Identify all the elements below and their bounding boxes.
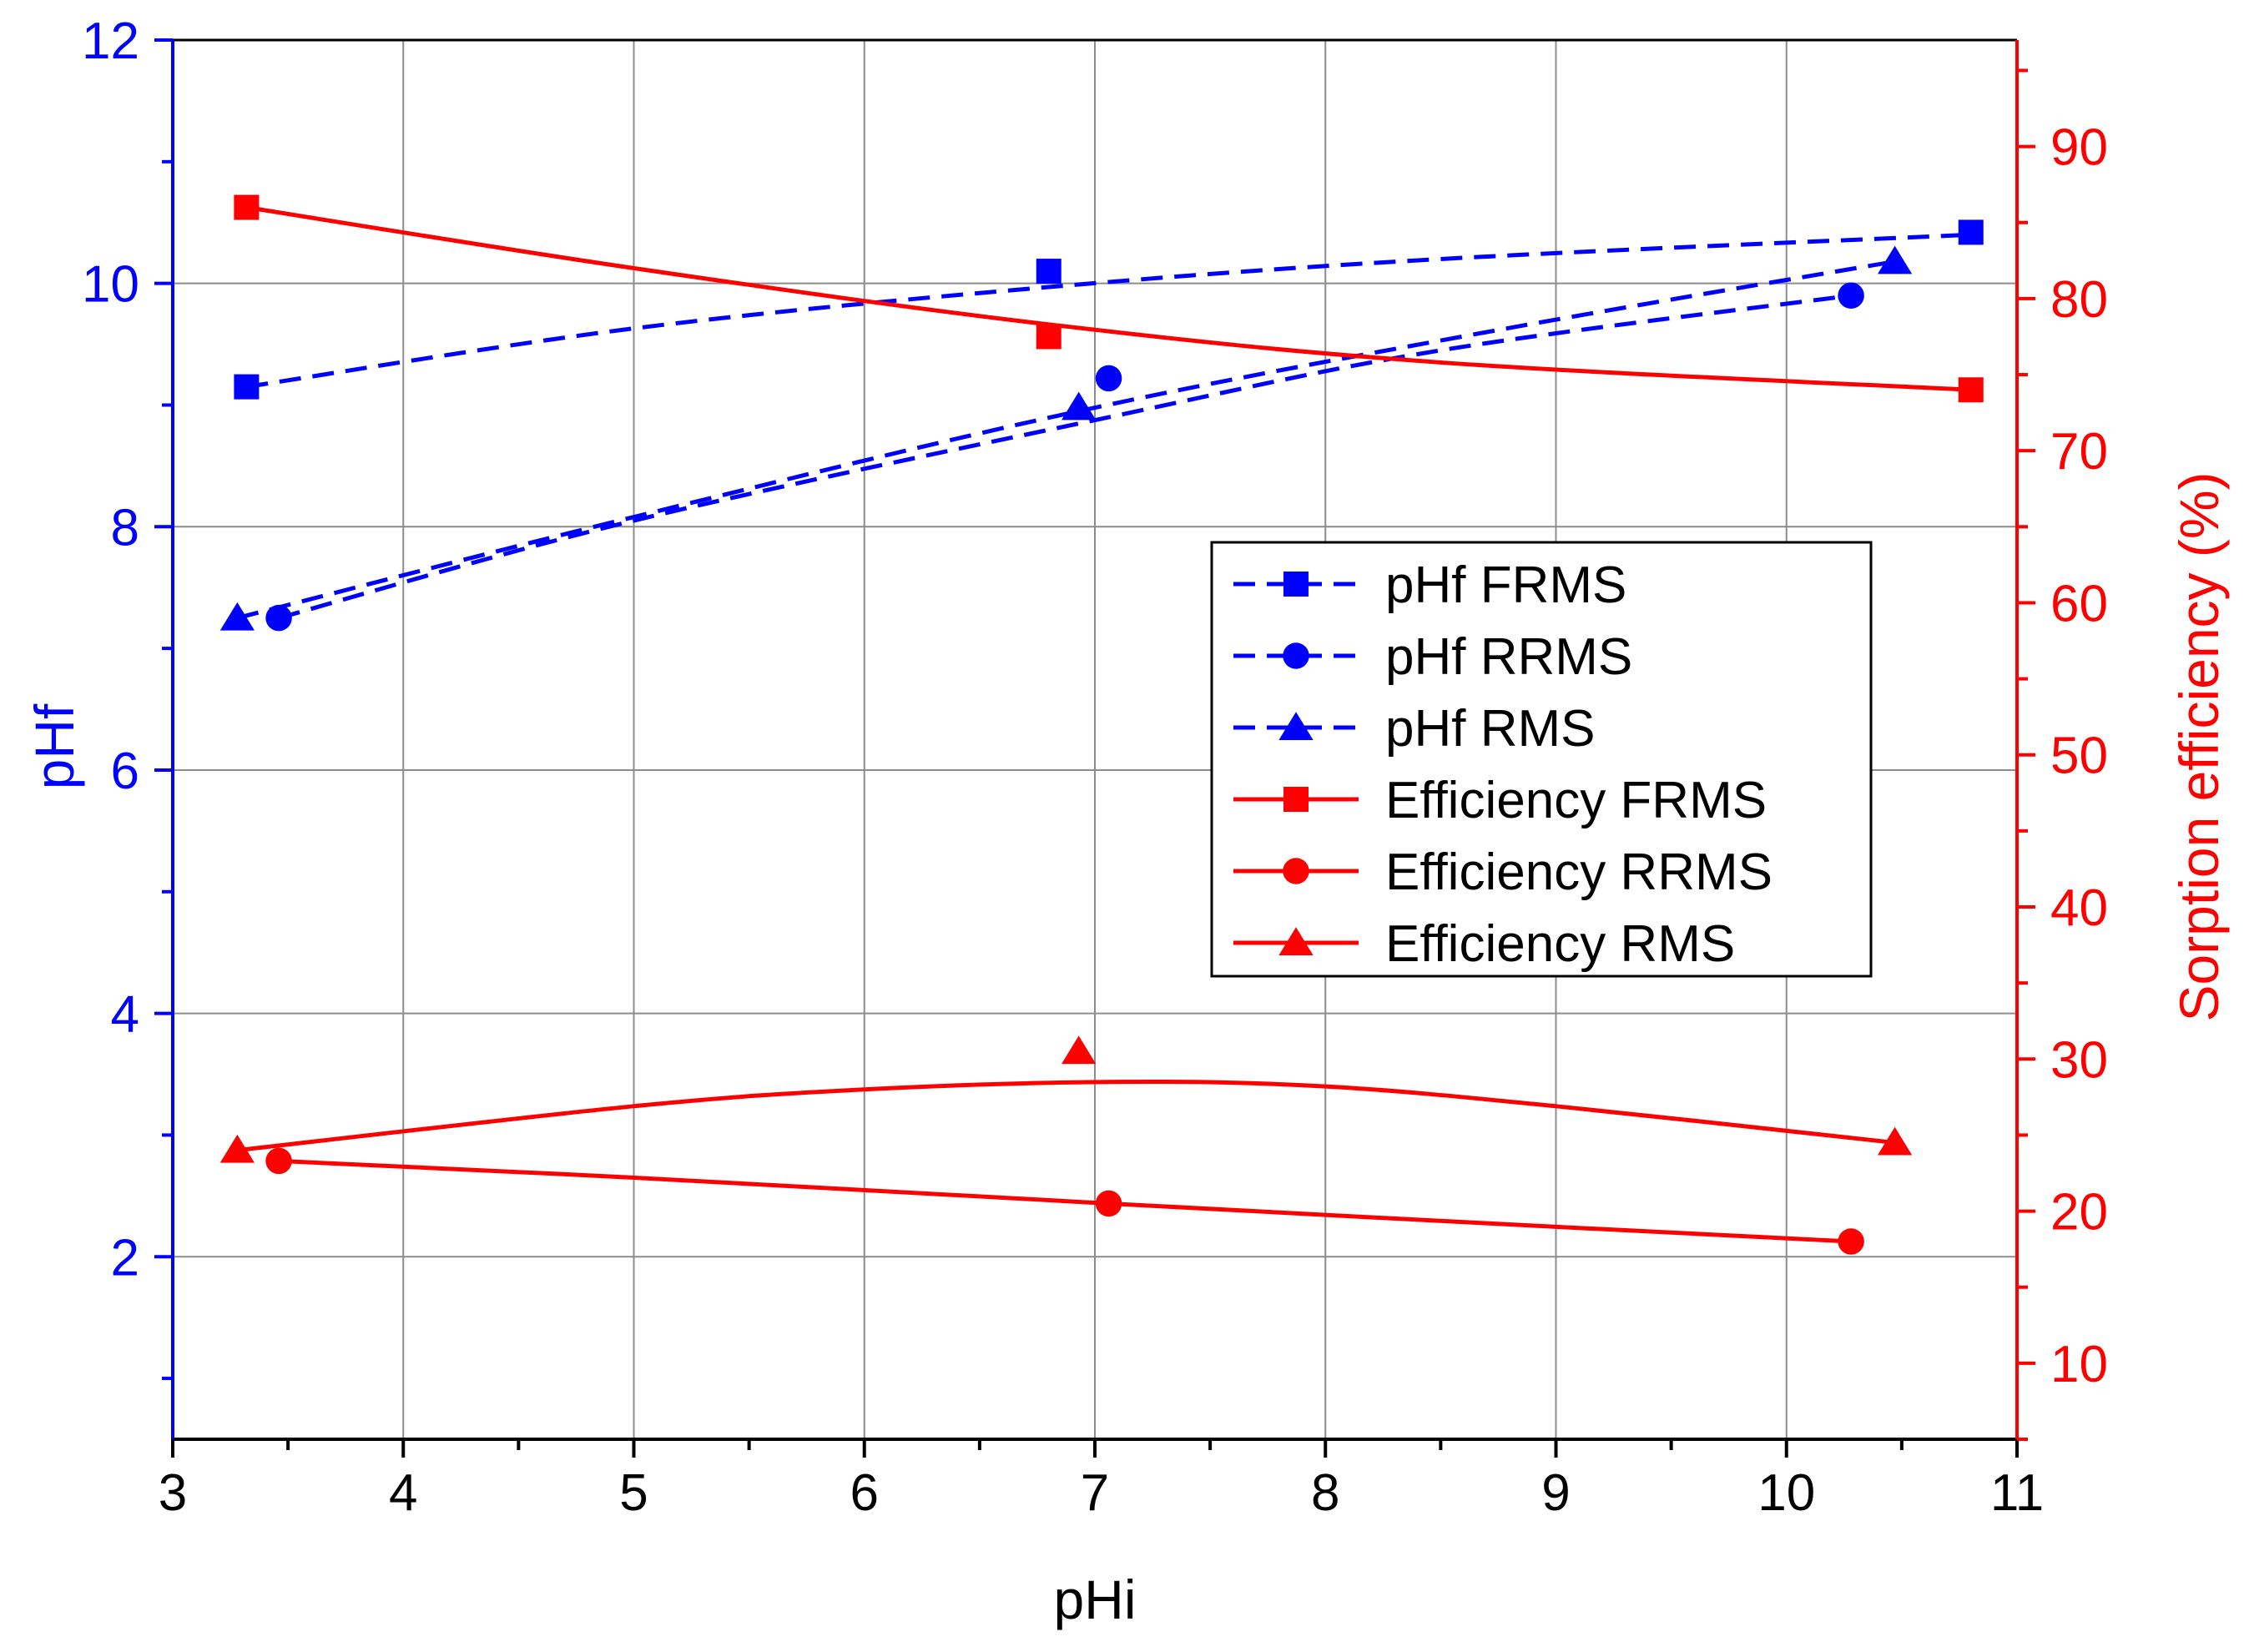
fit-line-efficiency-rms	[237, 1080, 1895, 1153]
y-right-tick-label: 30	[2050, 1031, 2108, 1089]
fit-line-phf-rrms	[278, 293, 1852, 621]
axes: 3 4 5 6 7 8 9 10 11 2 4 6 8 10 12 10 20 30 40 50 60 70 80 90	[82, 13, 2108, 1522]
point-phf-rrms	[265, 604, 292, 632]
y-right-tick-label: 60	[2050, 575, 2108, 632]
y-axis-left-title: pHf	[23, 703, 85, 789]
x-tick-label: 11	[1990, 1464, 2044, 1522]
x-tick-label: 10	[1757, 1464, 1815, 1522]
legend-marker-phf-rms	[1278, 712, 1314, 740]
y-right-tick-label: 40	[2050, 879, 2108, 937]
point-phf-frms	[234, 374, 260, 400]
x-tick-label: 4	[389, 1464, 417, 1522]
legend-marker-phf-rrms	[1283, 642, 1309, 669]
legend-marker-efficiency-rrms	[1283, 858, 1309, 884]
point-phf-frms	[1036, 259, 1061, 285]
point-efficiency-frms	[1036, 324, 1061, 350]
point-efficiency-rms	[1877, 1126, 1913, 1156]
fit-lines	[236, 205, 1971, 1244]
legend-marker-efficiency-rms	[1278, 927, 1314, 955]
legend-box	[1210, 541, 1873, 978]
point-efficiency-rrms	[1838, 1228, 1864, 1255]
y-right-tick-label: 50	[2050, 728, 2108, 785]
x-tick-label: 3	[159, 1464, 187, 1522]
point-phf-frms	[1958, 219, 1984, 245]
x-axis-title: pHi	[1053, 1569, 1136, 1630]
point-efficiency-frms	[1958, 377, 1984, 403]
y-left-tick-label: 4	[111, 986, 139, 1044]
point-efficiency-rrms	[1095, 1190, 1122, 1217]
legend-label-efficiency-frms: Efficiency FRMS	[1385, 772, 1767, 829]
point-phf-rms	[1877, 245, 1913, 274]
point-phf-rrms	[1838, 282, 1864, 309]
x-tick-label: 6	[850, 1464, 879, 1522]
y-axis-right-title: Sorption efficiency (%)	[2168, 471, 2230, 1021]
x-tick-label: 7	[1081, 1464, 1109, 1522]
y-right-tick-label: 70	[2050, 423, 2108, 481]
point-phf-rms	[1061, 391, 1097, 421]
legend-label-phf-rms: pHf RMS	[1385, 700, 1595, 758]
y-right-tick-label: 80	[2050, 271, 2108, 329]
point-phf-rrms	[1095, 365, 1122, 392]
y-left-tick-label: 10	[82, 256, 139, 314]
legend-marker-phf-frms	[1283, 572, 1309, 597]
legend-label-efficiency-rms: Efficiency RMS	[1385, 915, 1735, 973]
point-efficiency-frms	[234, 194, 260, 220]
x-tick-label: 8	[1311, 1464, 1339, 1522]
y-left-tick-label: 2	[111, 1229, 139, 1287]
legend-label-phf-frms: pHf FRMS	[1385, 557, 1626, 614]
y-right-tick-label: 10	[2050, 1336, 2108, 1393]
legend-label-phf-rrms: pHf RRMS	[1385, 628, 1632, 686]
point-efficiency-rrms	[265, 1147, 292, 1175]
point-phf-rms	[219, 602, 255, 631]
point-efficiency-rms	[219, 1134, 255, 1163]
fit-line-phf-frms	[246, 232, 1971, 390]
y-left-tick-label: 6	[111, 743, 139, 800]
y-left-tick-label: 8	[111, 499, 139, 557]
x-tick-label: 9	[1541, 1464, 1570, 1522]
x-tick-label: 5	[619, 1464, 648, 1522]
legend: pHf FRMS pHf RRMS pHf RMS Efficiency FRMS Ef…	[1210, 541, 1873, 978]
y-right-tick-label: 20	[2050, 1184, 2108, 1242]
data-markers	[219, 194, 1984, 1255]
legend-label-efficiency-rrms: Efficiency RRMS	[1385, 844, 1773, 901]
legend-marker-efficiency-frms	[1283, 787, 1309, 812]
point-efficiency-rms	[1061, 1035, 1097, 1065]
y-right-tick-label: 90	[2050, 119, 2108, 177]
y-left-tick-label: 12	[82, 13, 139, 70]
